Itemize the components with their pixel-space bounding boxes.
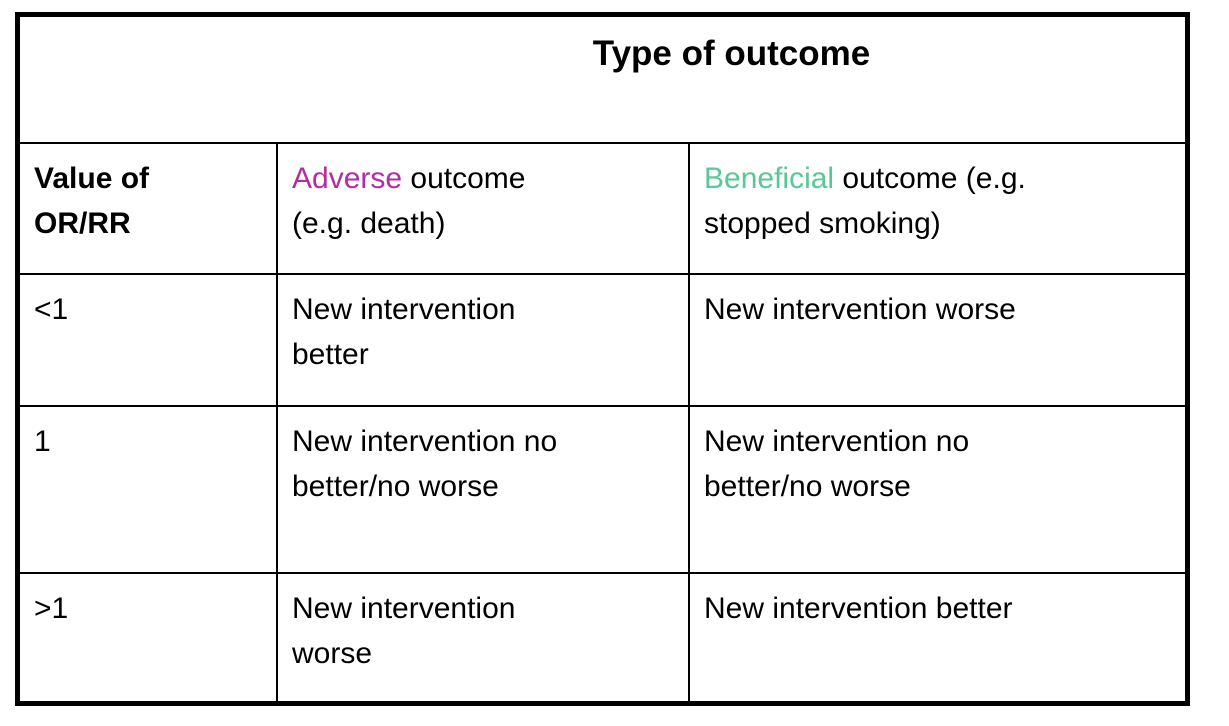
table-row-gt1: >1 New intervention worse New interventi… bbox=[20, 574, 1185, 701]
cell-gt1-beneficial: New intervention better bbox=[704, 592, 1013, 625]
adverse-highlight-text: Adverse bbox=[292, 162, 403, 195]
header-cell-beneficial-outcome: Beneficial outcome (e.g. stopped smoking… bbox=[690, 144, 1185, 273]
table-row-lt1: <1 New intervention better New intervent… bbox=[20, 275, 1185, 407]
cell-lt1-value: <1 bbox=[20, 275, 278, 405]
table-header-row: Value of OR/RR Adverse outcome (e.g. dea… bbox=[20, 144, 1185, 275]
outcome-table: Type of outcome Value of OR/RR Adverse o… bbox=[15, 12, 1190, 706]
title-spacer bbox=[20, 17, 278, 142]
table-row-eq1: 1 New intervention no better/no worse Ne… bbox=[20, 407, 1185, 574]
adverse-rest-text: outcome (e.g. death) bbox=[292, 162, 526, 240]
cell-eq1-beneficial: New intervention no better/no worse bbox=[704, 425, 970, 503]
table-title-row: Type of outcome bbox=[20, 17, 1185, 144]
cell-eq1-adverse: New intervention no better/no worse bbox=[278, 407, 690, 572]
header-cell-value-of-or-rr: Value of OR/RR bbox=[20, 144, 278, 273]
cell-lt1-adverse: New intervention better bbox=[278, 275, 690, 405]
beneficial-rest-text: outcome (e.g. stopped smoking) bbox=[704, 162, 1026, 240]
table-title: Type of outcome bbox=[592, 34, 871, 73]
cell-gt1-adverse: New intervention worse bbox=[278, 574, 690, 701]
cell-eq1-value: 1 bbox=[20, 407, 278, 572]
cell-gt1-value: >1 bbox=[20, 574, 278, 701]
cell-lt1-beneficial: New intervention worse bbox=[704, 293, 1016, 326]
beneficial-highlight-text: Beneficial bbox=[704, 162, 835, 195]
header-cell-adverse-outcome: Adverse outcome (e.g. death) bbox=[278, 144, 690, 273]
